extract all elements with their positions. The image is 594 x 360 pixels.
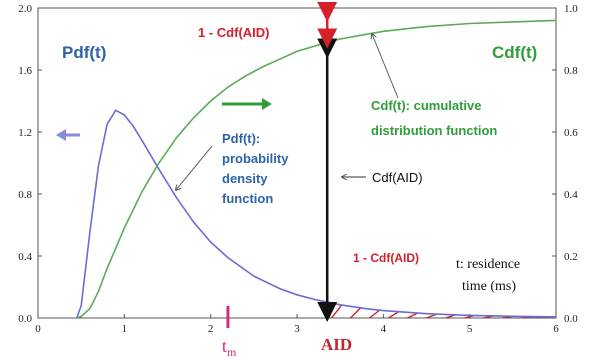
x-tick-label: 1 [122, 323, 128, 335]
pdf-desc-line3: density [222, 171, 268, 186]
hatch-stroke [407, 312, 419, 318]
y-left-tick-label: 0.0 [18, 313, 32, 325]
x-tick-label: 5 [467, 323, 473, 335]
hatch-stroke [388, 310, 400, 318]
y-right-tick-label: 0.4 [564, 189, 578, 201]
tm-label-sub: m [227, 345, 237, 359]
one-minus-cdf-bottom-label: 1 - Cdf(AID) [353, 251, 419, 265]
y-left-tick-label: 1.2 [18, 127, 32, 139]
pdf-desc-line1: Pdf(t): [222, 131, 260, 146]
hatch-stroke [350, 307, 362, 318]
y-left-tick-label: 0.4 [18, 251, 32, 263]
y-right-tick-label: 0.2 [564, 251, 578, 263]
hatch-stroke [330, 304, 343, 318]
cdf-label: Cdf(t) [492, 43, 537, 62]
tm-label-main: t [222, 336, 227, 356]
hatch-stroke [369, 309, 381, 318]
pdf-label: Pdf(t) [62, 43, 106, 62]
x-tick-label: 2 [208, 323, 214, 335]
pdf-axis-arrow-head [56, 129, 66, 141]
aid-label: AID [321, 335, 352, 354]
series-line-pdft [76, 109, 556, 318]
x-tick-label: 4 [381, 323, 387, 335]
cdf-desc-line1: Cdf(t): cumulative [371, 98, 482, 113]
residence-line2: time (ms) [462, 279, 516, 294]
axis-ticks: 0 1 2 3 4 5 6 0.0 0.4 0.8 1.2 1.6 2.0 0.0 0.2 0.4 0.6 0.8… [18, 3, 578, 335]
y-right-tick-label: 0.8 [564, 65, 578, 77]
tm-label: tm [222, 336, 237, 359]
residence-line1: t: residence [456, 257, 520, 272]
cdf-aid-label: Cdf(AID) [372, 170, 423, 185]
pdf-desc-line2: probability [222, 151, 289, 166]
x-tick-label: 6 [553, 323, 559, 335]
y-right-tick-label: 0.6 [564, 127, 578, 139]
x-tick-label: 0 [35, 323, 41, 335]
cdf-axis-arrow-head [262, 98, 272, 110]
y-left-tick-label: 0.8 [18, 189, 32, 201]
y-left-tick-label: 1.6 [18, 65, 32, 77]
y-right-tick-label: 1.0 [564, 3, 578, 15]
cdf-desc-line2: distribution function [371, 123, 497, 138]
one-minus-cdf-top-label: 1 - Cdf(AID) [198, 25, 270, 40]
pdf-desc-pointer [176, 145, 213, 190]
y-right-tick-label: 0.0 [564, 313, 578, 325]
series-line-cdft [76, 19, 556, 318]
cdf-desc-pointer [372, 34, 399, 99]
pdf-desc-line4: function [222, 191, 273, 206]
y-left-tick-label: 2.0 [18, 3, 32, 15]
series-lines [76, 19, 556, 318]
x-tick-label: 3 [294, 323, 300, 335]
